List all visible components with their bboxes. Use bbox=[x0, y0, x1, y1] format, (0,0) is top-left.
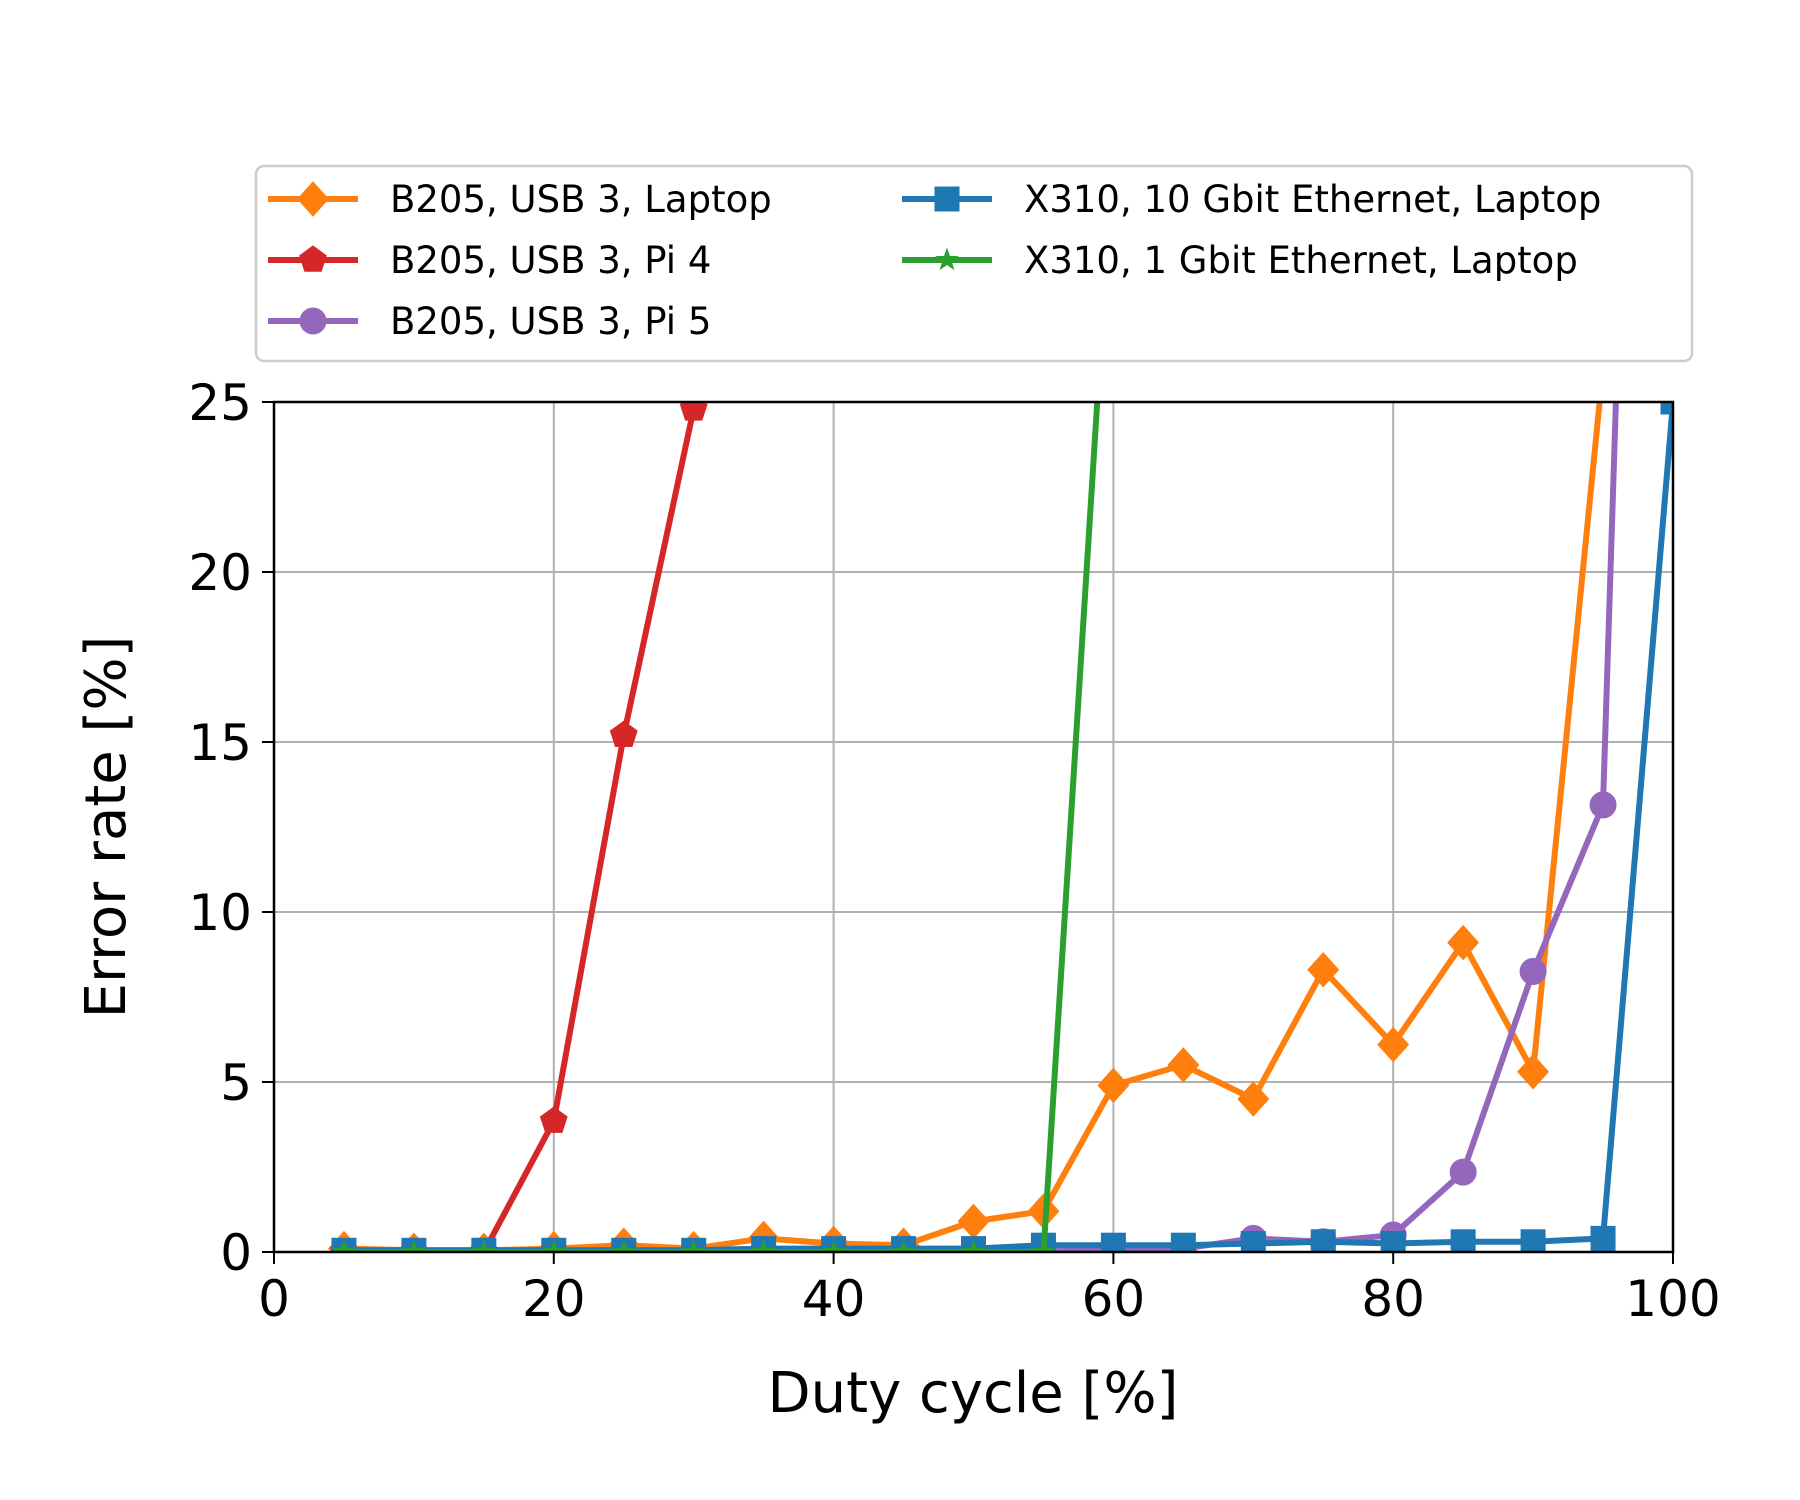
legend-label: X310, 10 Gbit Ethernet, Laptop bbox=[1024, 178, 1601, 221]
legend-box bbox=[254, 164, 1694, 363]
legend-entry: B205, USB 3, Laptop bbox=[268, 178, 772, 221]
series-line bbox=[343, 402, 1101, 1252]
series-0 bbox=[327, 402, 1603, 1252]
data-point bbox=[1517, 1054, 1550, 1090]
ticks: 0 20 40 60 80 100 0 5 10 15 20 25 bbox=[188, 374, 1720, 1328]
legend-label: B205, USB 3, Pi 5 bbox=[390, 300, 711, 343]
data-point bbox=[1519, 958, 1547, 985]
data-point bbox=[679, 402, 708, 421]
legend-marker bbox=[299, 307, 327, 335]
data-point bbox=[891, 1239, 916, 1252]
y-tick-label: 5 bbox=[220, 1054, 252, 1112]
data-point bbox=[1449, 1158, 1477, 1186]
series-3 bbox=[331, 402, 1673, 1252]
legend-label: X310, 1 Gbit Ethernet, Laptop bbox=[1024, 239, 1578, 282]
legend-entry: B205, USB 3, Pi 5 bbox=[268, 300, 711, 343]
data-point bbox=[1447, 924, 1480, 961]
data-point bbox=[1240, 1231, 1266, 1252]
data-point bbox=[1520, 1229, 1546, 1252]
y-tick-label: 20 bbox=[188, 544, 252, 602]
legend-label: B205, USB 3, Laptop bbox=[390, 178, 772, 221]
series-line bbox=[343, 402, 1603, 1252]
data-point bbox=[1589, 791, 1617, 819]
grid bbox=[274, 402, 1673, 1252]
data-point bbox=[609, 720, 638, 747]
series-line bbox=[343, 408, 697, 1252]
data-point bbox=[1307, 952, 1340, 988]
y-tick-label: 25 bbox=[188, 374, 252, 432]
x-tick-label: 40 bbox=[802, 1270, 866, 1328]
data-point bbox=[1097, 1067, 1130, 1104]
series-1 bbox=[330, 402, 708, 1252]
x-axis-label: Duty cycle [%] bbox=[768, 1361, 1179, 1426]
legend-marker bbox=[297, 181, 329, 217]
data-point bbox=[1590, 1225, 1616, 1251]
x-tick-label: 80 bbox=[1361, 1270, 1425, 1328]
data-point bbox=[1450, 1229, 1476, 1252]
data-point bbox=[541, 1239, 566, 1252]
legend-entry: X310, 10 Gbit Ethernet, Laptop bbox=[902, 178, 1601, 221]
data-point bbox=[961, 1239, 986, 1252]
legend-marker bbox=[935, 247, 959, 271]
legend: B205, USB 3, Laptop B205, USB 3, Pi 4 B205… bbox=[254, 164, 1694, 363]
y-axis-label: Error rate [%] bbox=[74, 636, 139, 1019]
data-point bbox=[471, 1239, 496, 1252]
data-point bbox=[1100, 1232, 1126, 1252]
y-tick-label: 0 bbox=[220, 1224, 252, 1282]
x-tick-label: 20 bbox=[522, 1270, 586, 1328]
data-point bbox=[1660, 402, 1673, 415]
plot-frame bbox=[272, 400, 1675, 1254]
legend-marker bbox=[299, 245, 327, 272]
data-point bbox=[751, 1239, 776, 1252]
legend-entry: X310, 1 Gbit Ethernet, Laptop bbox=[902, 239, 1578, 282]
series-layer bbox=[327, 402, 1673, 1252]
data-point bbox=[611, 1239, 636, 1252]
data-point bbox=[957, 1203, 990, 1240]
y-tick-label: 15 bbox=[188, 714, 252, 772]
x-tick-label: 100 bbox=[1625, 1270, 1720, 1328]
data-point bbox=[1377, 1026, 1410, 1063]
data-point bbox=[1031, 1239, 1056, 1252]
data-point bbox=[539, 1106, 568, 1133]
data-point bbox=[681, 1239, 706, 1252]
data-point bbox=[401, 1239, 426, 1252]
y-tick-label: 10 bbox=[188, 884, 252, 942]
x-tick-label: 0 bbox=[258, 1270, 290, 1328]
data-point bbox=[1237, 1081, 1270, 1117]
data-point bbox=[1380, 1231, 1406, 1252]
data-point bbox=[332, 1239, 356, 1252]
data-point bbox=[1167, 1047, 1200, 1083]
series-line bbox=[343, 402, 1619, 1252]
data-point bbox=[821, 1239, 846, 1252]
x-tick-label: 60 bbox=[1082, 1270, 1146, 1328]
series-2 bbox=[330, 402, 1619, 1252]
series-4 bbox=[332, 402, 1101, 1252]
legend-marker bbox=[934, 186, 960, 212]
legend-entry: B205, USB 3, Pi 4 bbox=[268, 239, 711, 282]
data-point bbox=[1170, 1232, 1196, 1252]
data-point bbox=[1310, 1229, 1336, 1252]
legend-label: B205, USB 3, Pi 4 bbox=[390, 239, 711, 282]
